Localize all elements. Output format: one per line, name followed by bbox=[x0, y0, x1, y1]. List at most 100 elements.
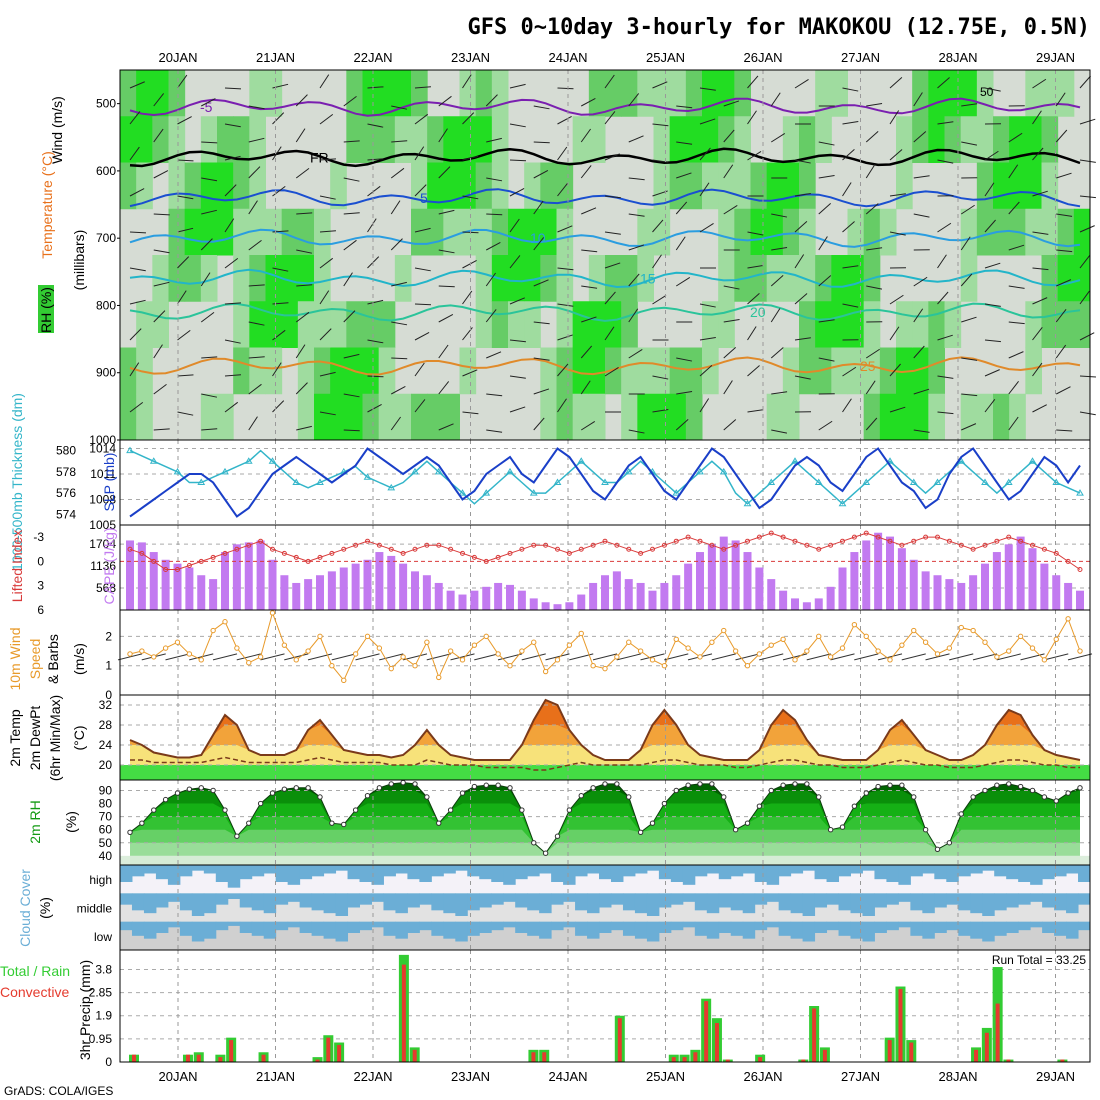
rh-field-cell bbox=[815, 347, 832, 395]
cloud-bar bbox=[1006, 865, 1019, 880]
cape-bar bbox=[1004, 544, 1013, 610]
cape-bar bbox=[636, 582, 645, 610]
wind-barb bbox=[676, 357, 693, 362]
cloud-bar bbox=[1030, 921, 1043, 928]
cape-bar bbox=[506, 584, 514, 610]
wind-barb bbox=[1079, 375, 1097, 378]
cape-bar bbox=[612, 571, 621, 610]
pressure-tick-label: 800 bbox=[96, 298, 116, 312]
cloud-bar bbox=[874, 865, 887, 880]
cape-bar bbox=[672, 575, 681, 610]
wind-barb bbox=[557, 116, 572, 125]
rh-field-cell bbox=[314, 347, 331, 395]
wind-barb bbox=[1008, 351, 1024, 359]
wind-barb bbox=[177, 256, 190, 269]
rh2m-point bbox=[352, 807, 359, 813]
cloud-bar bbox=[227, 921, 241, 926]
wind-barb bbox=[509, 83, 526, 89]
top-date-axis: 20JAN 21JAN 22JAN 23JAN 24JAN 25JAN 26JAN 27JAN… bbox=[158, 50, 1075, 65]
wind-speed-point bbox=[127, 651, 133, 657]
cloud-bar bbox=[658, 865, 672, 880]
cloud-bar bbox=[203, 893, 217, 914]
cloud-unit-label: (%) bbox=[37, 897, 53, 919]
cloud-bar bbox=[491, 893, 504, 905]
cloud-bar bbox=[958, 865, 971, 877]
wind-speed-point bbox=[827, 654, 834, 660]
rh2m-point bbox=[151, 807, 157, 813]
wind-barb bbox=[367, 375, 384, 378]
cloud-bar bbox=[622, 893, 636, 911]
cloud-bar bbox=[371, 893, 384, 902]
rh2m-unit-label: (%) bbox=[63, 811, 79, 833]
rh-field-cell bbox=[588, 393, 606, 441]
wind-barb bbox=[533, 279, 549, 287]
date-label-bottom: 29JAN bbox=[1036, 1069, 1075, 1084]
precip-conv-bar bbox=[401, 964, 406, 1062]
rh-field-cell bbox=[378, 393, 396, 441]
cape-axis-labels: Lifted Index CAPE (J/kg) bbox=[9, 527, 117, 604]
wind-barb bbox=[414, 227, 431, 233]
cloud-bar bbox=[599, 865, 612, 880]
rh-field-cell bbox=[411, 116, 428, 163]
rh-field-cell bbox=[362, 70, 380, 117]
rh2m-point bbox=[1029, 787, 1036, 794]
cape-bar bbox=[707, 544, 716, 610]
wind-barb bbox=[723, 164, 734, 179]
rh-field-cell bbox=[734, 162, 751, 210]
wind-barb bbox=[913, 429, 930, 433]
rh-field-cell bbox=[297, 393, 315, 441]
wind10m-label: 10m Wind bbox=[7, 627, 23, 690]
lifted-index-point bbox=[745, 538, 750, 544]
cape-bar bbox=[1016, 536, 1025, 610]
cloud-bar bbox=[299, 893, 313, 908]
lifted-index-point bbox=[661, 542, 667, 548]
wind-barb bbox=[438, 344, 449, 359]
precip-conv-bar bbox=[1060, 1059, 1065, 1062]
wind-barb bbox=[628, 177, 645, 181]
cloud-bar bbox=[1030, 893, 1043, 902]
wind-barb bbox=[153, 213, 170, 216]
wind-barb bbox=[604, 326, 615, 341]
footer-credit: GrADS: COLA/IGES bbox=[4, 1084, 113, 1098]
wind-barb bbox=[628, 93, 640, 107]
wind-speed-point bbox=[1017, 633, 1024, 640]
cloud-bar bbox=[335, 921, 349, 942]
rh-field-cell bbox=[588, 255, 606, 302]
rh-field-cell bbox=[346, 116, 363, 163]
lifted-index-point bbox=[1041, 546, 1047, 552]
wind-barb bbox=[1079, 195, 1096, 199]
wind-barb bbox=[865, 380, 876, 395]
millibars-label: (millibars) bbox=[71, 230, 87, 291]
wind-barb bbox=[224, 184, 237, 197]
wind-barb bbox=[937, 375, 954, 379]
wind-barb bbox=[652, 81, 668, 89]
cloud-bar bbox=[191, 921, 205, 942]
date-label-bottom: 20JAN bbox=[158, 1069, 197, 1084]
rh2m-point bbox=[887, 782, 893, 788]
cloud-bar bbox=[802, 865, 816, 871]
rh2m-tick-label: 40 bbox=[99, 849, 113, 863]
rh2m-point bbox=[139, 820, 145, 826]
rh-field-cell bbox=[944, 116, 962, 163]
wind-barb bbox=[1056, 386, 1071, 395]
cloud-bar bbox=[982, 893, 995, 916]
wind-barb bbox=[675, 201, 688, 215]
wind-tick-label: 2 bbox=[105, 629, 112, 643]
cape-bar bbox=[1052, 575, 1061, 610]
wind-barb bbox=[604, 231, 621, 235]
wind-barb bbox=[462, 195, 479, 200]
thickness-point bbox=[363, 473, 372, 480]
wind-barb bbox=[889, 326, 900, 341]
wind-barb bbox=[201, 209, 217, 215]
thickness-point bbox=[981, 478, 989, 485]
lifted-index-point bbox=[982, 542, 988, 548]
wind-barb bbox=[486, 429, 503, 433]
lifted-index-point bbox=[638, 550, 644, 556]
rh-contour-label: 50 bbox=[980, 85, 994, 99]
cape-bar bbox=[1040, 563, 1049, 610]
wind-barb bbox=[794, 375, 811, 380]
pressure-tick-label: 700 bbox=[96, 231, 116, 245]
wind-barb bbox=[391, 386, 406, 395]
wind-barb bbox=[509, 297, 525, 305]
wind-barb bbox=[913, 92, 923, 107]
